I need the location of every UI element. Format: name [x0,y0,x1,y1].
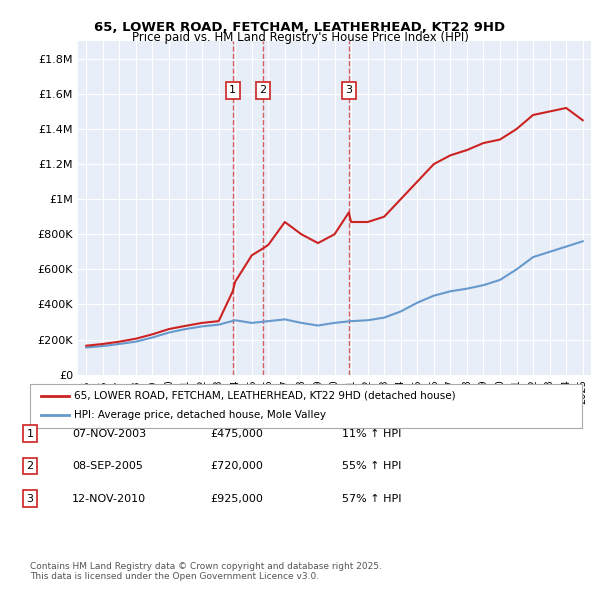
Text: 57% ↑ HPI: 57% ↑ HPI [342,494,401,503]
Text: £475,000: £475,000 [210,429,263,438]
Text: 65, LOWER ROAD, FETCHAM, LEATHERHEAD, KT22 9HD: 65, LOWER ROAD, FETCHAM, LEATHERHEAD, KT… [94,21,506,34]
Text: 07-NOV-2003: 07-NOV-2003 [72,429,146,438]
Text: Price paid vs. HM Land Registry's House Price Index (HPI): Price paid vs. HM Land Registry's House … [131,31,469,44]
Text: £720,000: £720,000 [210,461,263,471]
Text: 1: 1 [229,86,236,96]
Text: 12-NOV-2010: 12-NOV-2010 [72,494,146,503]
Text: HPI: Average price, detached house, Mole Valley: HPI: Average price, detached house, Mole… [74,411,326,420]
Text: 55% ↑ HPI: 55% ↑ HPI [342,461,401,471]
Text: 1: 1 [26,429,34,438]
Text: Contains HM Land Registry data © Crown copyright and database right 2025.
This d: Contains HM Land Registry data © Crown c… [30,562,382,581]
Text: 08-SEP-2005: 08-SEP-2005 [72,461,143,471]
Text: 3: 3 [26,494,34,503]
Text: £925,000: £925,000 [210,494,263,503]
Text: 3: 3 [346,86,352,96]
Text: 11% ↑ HPI: 11% ↑ HPI [342,429,401,438]
Text: 65, LOWER ROAD, FETCHAM, LEATHERHEAD, KT22 9HD (detached house): 65, LOWER ROAD, FETCHAM, LEATHERHEAD, KT… [74,391,456,401]
Text: 2: 2 [260,86,267,96]
Text: 2: 2 [26,461,34,471]
